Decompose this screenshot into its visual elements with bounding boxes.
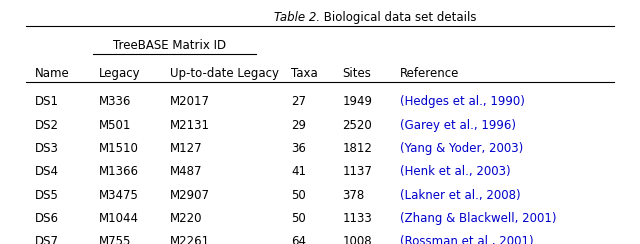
Text: 50: 50	[291, 189, 306, 202]
Text: M1366: M1366	[99, 165, 140, 178]
Text: Up-to-date Legacy: Up-to-date Legacy	[170, 67, 278, 80]
Text: M336: M336	[99, 95, 132, 108]
Text: (Rossman et al., 2001): (Rossman et al., 2001)	[400, 235, 534, 244]
Text: Name: Name	[35, 67, 70, 80]
Text: Legacy: Legacy	[99, 67, 141, 80]
Text: (Henk et al., 2003): (Henk et al., 2003)	[400, 165, 511, 178]
Text: M755: M755	[99, 235, 132, 244]
Text: (Yang & Yoder, 2003): (Yang & Yoder, 2003)	[400, 142, 524, 155]
Text: M2017: M2017	[170, 95, 210, 108]
Text: (Hedges et al., 1990): (Hedges et al., 1990)	[400, 95, 525, 108]
Text: 378: 378	[342, 189, 365, 202]
Text: DS6: DS6	[35, 212, 60, 225]
Text: M127: M127	[170, 142, 202, 155]
Text: 1133: 1133	[342, 212, 372, 225]
Text: 1812: 1812	[342, 142, 372, 155]
Text: M1044: M1044	[99, 212, 140, 225]
Text: TreeBASE Matrix ID: TreeBASE Matrix ID	[113, 39, 226, 52]
Text: DS1: DS1	[35, 95, 60, 108]
Text: 64: 64	[291, 235, 306, 244]
Text: 1008: 1008	[342, 235, 372, 244]
Text: M220: M220	[170, 212, 202, 225]
Text: DS3: DS3	[35, 142, 59, 155]
Text: DS4: DS4	[35, 165, 60, 178]
Text: 2520: 2520	[342, 119, 372, 132]
Text: M501: M501	[99, 119, 132, 132]
Text: Taxa: Taxa	[291, 67, 318, 80]
Text: 29: 29	[291, 119, 306, 132]
Text: M1510: M1510	[99, 142, 139, 155]
Text: (Lakner et al., 2008): (Lakner et al., 2008)	[400, 189, 520, 202]
Text: M487: M487	[170, 165, 202, 178]
Text: Reference: Reference	[400, 67, 460, 80]
Text: Biological data set details: Biological data set details	[320, 11, 477, 24]
Text: Sites: Sites	[342, 67, 371, 80]
Text: 41: 41	[291, 165, 306, 178]
Text: M3475: M3475	[99, 189, 139, 202]
Text: DS5: DS5	[35, 189, 59, 202]
Text: (Garey et al., 1996): (Garey et al., 1996)	[400, 119, 516, 132]
Text: M2131: M2131	[170, 119, 210, 132]
Text: M2907: M2907	[170, 189, 210, 202]
Text: 36: 36	[291, 142, 306, 155]
Text: Table 2.: Table 2.	[274, 11, 320, 24]
Text: 27: 27	[291, 95, 306, 108]
Text: (Zhang & Blackwell, 2001): (Zhang & Blackwell, 2001)	[400, 212, 557, 225]
Text: 50: 50	[291, 212, 306, 225]
Text: M2261: M2261	[170, 235, 210, 244]
Text: DS7: DS7	[35, 235, 60, 244]
Text: 1949: 1949	[342, 95, 372, 108]
Text: 1137: 1137	[342, 165, 372, 178]
Text: DS2: DS2	[35, 119, 60, 132]
